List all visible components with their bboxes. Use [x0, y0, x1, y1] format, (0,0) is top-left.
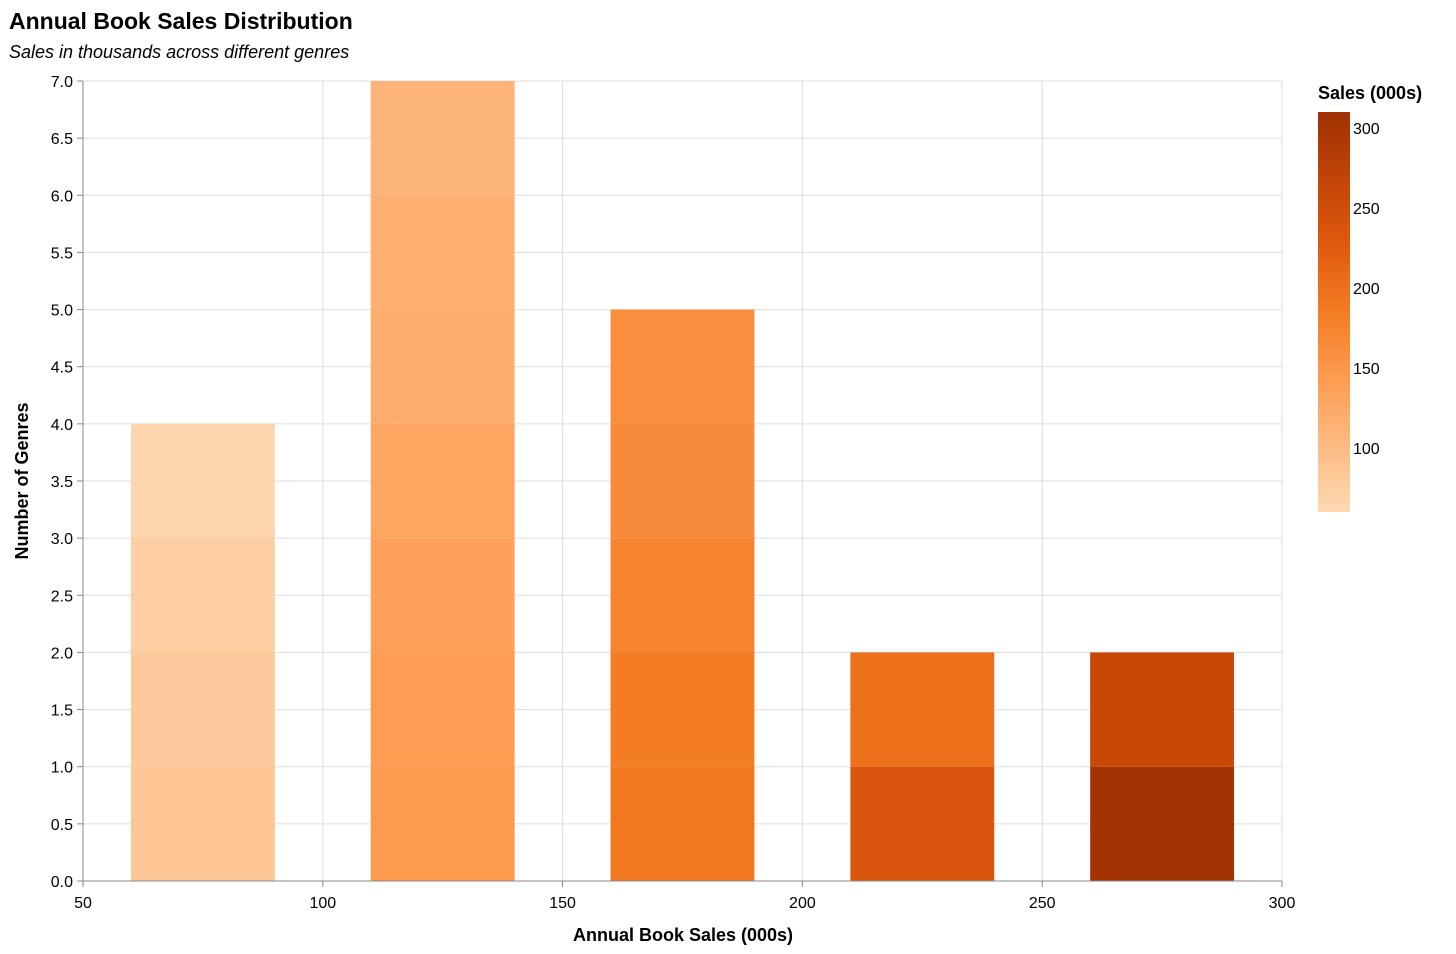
axes: 0.0 0.5 1.0 1.5 2.0 2.5 3.0 3.5 4.0 4.5 5.0 5.5 6.0 6…: [51, 74, 1296, 912]
y-tick-label: 1.0: [51, 760, 73, 777]
color-legend: Sales (000s) 100 150 200 250 300: [1318, 83, 1422, 512]
bar-segment: [610, 423, 755, 539]
y-axis-title: Number of Genres: [12, 402, 32, 559]
bar-segment: [370, 423, 515, 539]
bar-segment: [850, 766, 995, 881]
x-tick-label: 100: [309, 895, 336, 912]
x-axis-title: Annual Book Sales (000s): [573, 925, 793, 945]
bar-segment: [610, 652, 755, 767]
y-tick-label: 4.5: [51, 360, 73, 377]
bar-segment: [130, 652, 275, 767]
bar-segment: [370, 309, 515, 424]
chart-title: Annual Book Sales Distribution: [9, 8, 353, 34]
y-tick-label: 2.0: [51, 645, 73, 662]
legend-tick-label: 150: [1353, 361, 1380, 378]
x-tick-label: 150: [549, 895, 576, 912]
legend-tick-label: 250: [1353, 201, 1380, 218]
y-tick-label: 3.0: [51, 531, 73, 548]
histogram-bars: [130, 81, 1235, 881]
bar-segment: [610, 766, 755, 881]
bar-segment: [130, 766, 275, 881]
legend-ticks: 100 150 200 250 300: [1353, 121, 1380, 458]
y-tick-label: 0.0: [51, 874, 73, 891]
bar-segment: [370, 195, 515, 310]
bar-segment: [370, 652, 515, 767]
bar-segment: [370, 538, 515, 653]
y-tick-label: 7.0: [51, 74, 73, 91]
y-tick-label: 5.0: [51, 303, 73, 320]
y-tick-label: 1.5: [51, 703, 73, 720]
bar-segment: [850, 652, 995, 767]
bar-segment: [1090, 766, 1235, 881]
legend-title: Sales (000s): [1318, 83, 1422, 103]
bar-segment: [370, 81, 515, 196]
bar-segment: [610, 538, 755, 653]
y-tick-label: 6.5: [51, 131, 73, 148]
bar-segment: [610, 309, 755, 424]
y-tick-label: 3.5: [51, 474, 73, 491]
chart-subtitle: Sales in thousands across different genr…: [9, 42, 349, 62]
legend-tick-label: 200: [1353, 281, 1380, 298]
x-tick-label: 250: [1029, 895, 1056, 912]
x-tick-label: 200: [789, 895, 816, 912]
y-tick-label: 0.5: [51, 817, 73, 834]
y-tick-label: 5.5: [51, 245, 73, 262]
bar-segment: [370, 766, 515, 881]
x-tick-label: 300: [1269, 895, 1296, 912]
legend-tick-label: 300: [1353, 121, 1380, 138]
y-tick-label: 4.0: [51, 417, 73, 434]
bar-segment: [130, 423, 275, 539]
legend-tick-label: 100: [1353, 441, 1380, 458]
legend-gradient-bar: [1318, 112, 1350, 512]
x-tick-label: 50: [74, 895, 92, 912]
bar-segment: [1090, 652, 1235, 767]
y-tick-label: 2.5: [51, 588, 73, 605]
y-tick-label: 6.0: [51, 188, 73, 205]
bar-segment: [130, 538, 275, 653]
